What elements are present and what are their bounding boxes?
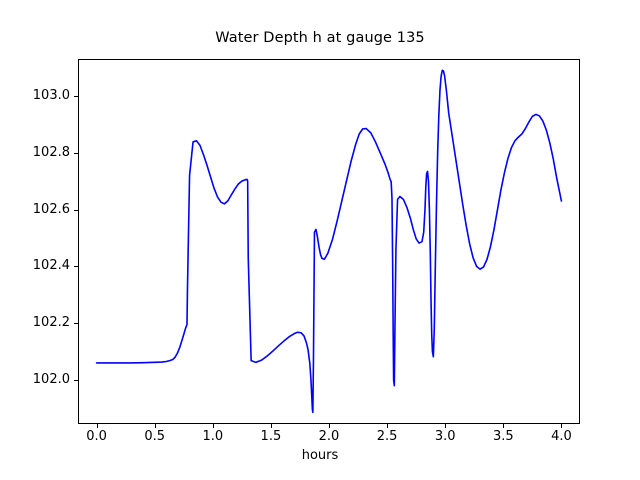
x-axis-label: hours	[301, 448, 339, 463]
x-tick-mark	[445, 424, 447, 428]
x-tick-mark	[212, 424, 214, 428]
x-tick-label: 1.0	[202, 429, 224, 444]
y-tick-label: 102.2	[32, 315, 70, 331]
x-tick-label: 2.0	[318, 429, 340, 444]
x-tick-label: 4.0	[551, 429, 572, 444]
y-tick-label: 103.0	[32, 87, 70, 103]
x-tick-label: 1.5	[260, 429, 282, 444]
chart-title: Water Depth h at gauge 135	[215, 30, 425, 46]
x-tick-mark	[329, 424, 330, 428]
axes-frame	[78, 59, 580, 424]
x-tick-mark	[561, 424, 563, 428]
y-tick-mark	[74, 209, 78, 211]
x-tick-mark	[96, 424, 98, 428]
x-tick-mark	[154, 424, 156, 428]
x-tick-mark	[503, 424, 505, 428]
x-tick-label: 3.5	[492, 429, 514, 444]
y-tick-label: 102.8	[32, 144, 70, 160]
y-tick-mark	[74, 95, 78, 97]
x-tick-mark	[270, 424, 272, 428]
y-tick-mark	[74, 152, 78, 154]
y-tick-label: 102.4	[32, 258, 70, 274]
y-tick-label: 102.0	[32, 371, 70, 387]
x-tick-label: 3.0	[434, 429, 456, 444]
plot-line-area	[95, 69, 563, 414]
y-tick-mark	[74, 266, 78, 268]
y-tick-mark	[74, 323, 78, 325]
x-tick-label: 0.0	[86, 429, 107, 444]
x-tick-label: 0.5	[144, 429, 166, 444]
data-series-line	[95, 69, 563, 414]
y-tick-label: 102.6	[32, 201, 70, 217]
x-tick-label: 2.5	[376, 429, 398, 444]
x-tick-mark	[387, 424, 389, 428]
y-tick-mark	[74, 379, 78, 381]
